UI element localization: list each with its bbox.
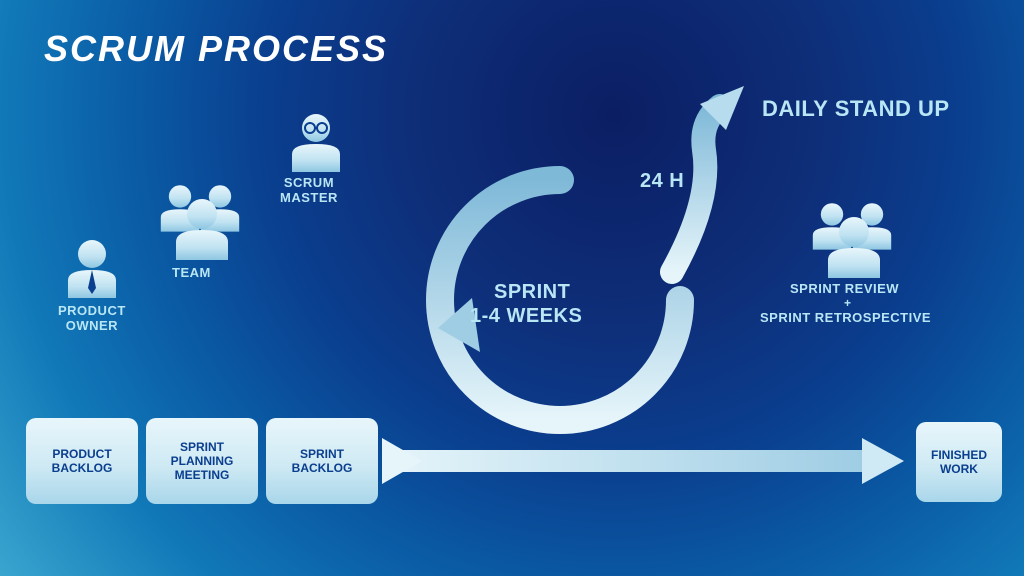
page-title: SCRUM PROCESS [44,28,388,70]
label-scrum-master: SCRUMMASTER [280,176,338,206]
main-flow-arrow [382,438,904,484]
label-product-owner: PRODUCTOWNER [58,304,126,334]
box-finished-work: FINISHEDWORK [916,422,1002,502]
label-team: TEAM [172,266,211,281]
box-product-backlog: PRODUCTBACKLOG [26,418,138,504]
scrum-master-icon [286,110,346,172]
review-team-icon [804,200,900,278]
label-sprint-line2: 1-4 WEEKS [470,304,582,328]
box-sprint-planning: SPRINTPLANNINGMEETING [146,418,258,504]
box-sprint-backlog-label: SPRINTBACKLOG [288,443,357,479]
team-icon [152,182,248,260]
label-daily-standup: DAILY STAND UP [762,96,950,121]
label-review-l2: + [844,297,852,311]
label-review-l3: SPRINT RETROSPECTIVE [760,311,931,326]
label-24h: 24 H [640,170,684,193]
label-sprint-line1: SPRINT [494,280,570,304]
scrum-diagram: SCRUM PROCESS DAILY STAND UP 24 H SPRINT… [0,0,1024,576]
box-finished-work-label: FINISHEDWORK [927,444,991,480]
box-product-backlog-label: PRODUCTBACKLOG [48,443,117,479]
box-sprint-backlog: SPRINTBACKLOG [266,418,378,504]
box-sprint-planning-label: SPRINTPLANNINGMEETING [167,436,238,486]
label-review-l1: SPRINT REVIEW [790,282,899,297]
product-owner-icon [62,236,122,298]
